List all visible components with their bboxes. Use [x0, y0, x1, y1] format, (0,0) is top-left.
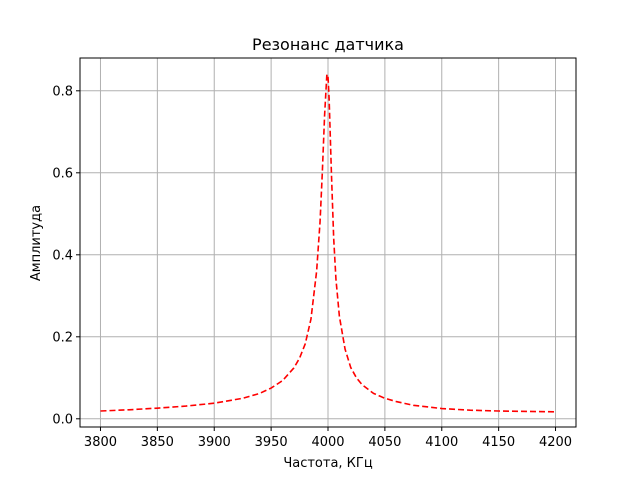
ticks: 3800 3850 3900 3950 4000 4050 4100 4150 4200 0.0 0…	[52, 84, 572, 450]
x-tick-label: 3950	[255, 435, 288, 450]
x-tick-label: 4100	[425, 435, 458, 450]
x-tick-label: 4000	[311, 435, 344, 450]
y-tick-label: 0.4	[52, 248, 73, 263]
y-tick-label: 0.2	[52, 330, 73, 345]
series-line	[100, 73, 555, 413]
x-tick-label: 3900	[198, 435, 231, 450]
grid	[80, 58, 576, 427]
series-layer	[100, 73, 555, 413]
y-tick-label: 0.0	[52, 412, 73, 427]
x-tick-label: 4200	[539, 435, 572, 450]
y-axis-label: Амплитуда	[29, 205, 44, 281]
x-tick-label: 3800	[84, 435, 117, 450]
chart-title: Резонанс датчика	[252, 35, 404, 54]
x-axis-label: Частота, КГц	[283, 456, 373, 471]
y-tick-label: 0.8	[52, 84, 73, 99]
y-tick-label: 0.6	[52, 166, 73, 181]
x-tick-label: 4150	[482, 435, 515, 450]
x-tick-label: 3850	[141, 435, 174, 450]
x-tick-label: 4050	[368, 435, 401, 450]
